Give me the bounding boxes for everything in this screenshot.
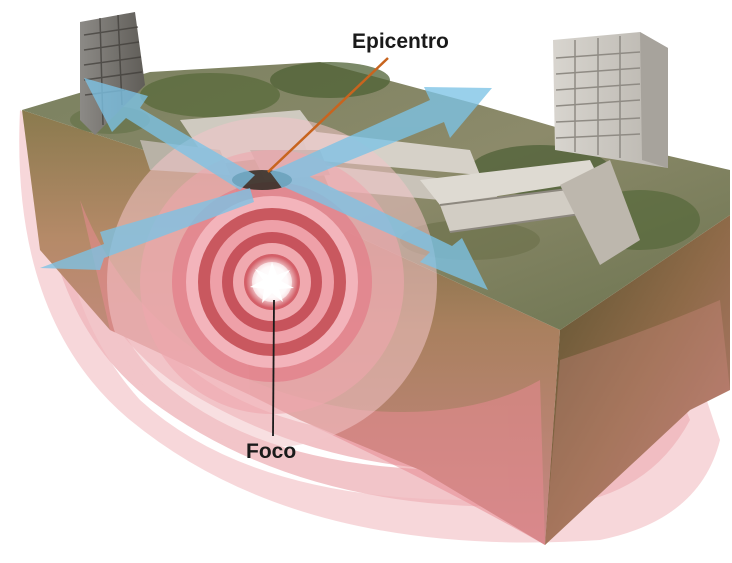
face-wave-tint [80,200,730,545]
epicenter-pointer-line [267,57,389,173]
block-right-face [545,215,730,545]
epicenter-label: Epicentro [352,30,449,53]
focus-label: Foco [246,440,297,463]
focus-point [250,262,294,303]
building-icon [553,32,668,168]
focus-pointer-line [272,299,275,437]
seismic-wave-arrow-icon [40,78,492,290]
